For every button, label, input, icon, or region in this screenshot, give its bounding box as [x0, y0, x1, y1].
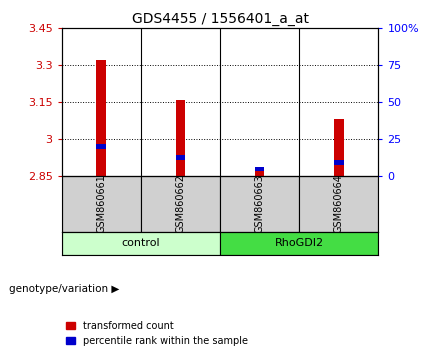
- Bar: [220, 232, 378, 255]
- Text: genotype/variation ▶: genotype/variation ▶: [9, 284, 119, 293]
- Text: GSM860664: GSM860664: [334, 175, 344, 233]
- Bar: [334, 119, 344, 176]
- Text: control: control: [121, 239, 160, 249]
- Bar: [176, 155, 185, 160]
- Title: GDS4455 / 1556401_a_at: GDS4455 / 1556401_a_at: [132, 12, 308, 26]
- Text: GSM860662: GSM860662: [176, 175, 185, 233]
- Bar: [220, 176, 299, 232]
- Bar: [299, 176, 378, 232]
- Bar: [255, 167, 264, 171]
- Bar: [96, 144, 106, 149]
- Bar: [255, 170, 264, 176]
- Bar: [334, 160, 344, 165]
- Text: GSM860661: GSM860661: [96, 175, 106, 233]
- Bar: [62, 176, 141, 232]
- Bar: [96, 60, 106, 176]
- Bar: [141, 176, 220, 232]
- Text: GSM860663: GSM860663: [255, 175, 264, 233]
- Legend: transformed count, percentile rank within the sample: transformed count, percentile rank withi…: [66, 321, 248, 346]
- Bar: [62, 232, 220, 255]
- Bar: [176, 99, 185, 176]
- Text: RhoGDI2: RhoGDI2: [275, 239, 324, 249]
